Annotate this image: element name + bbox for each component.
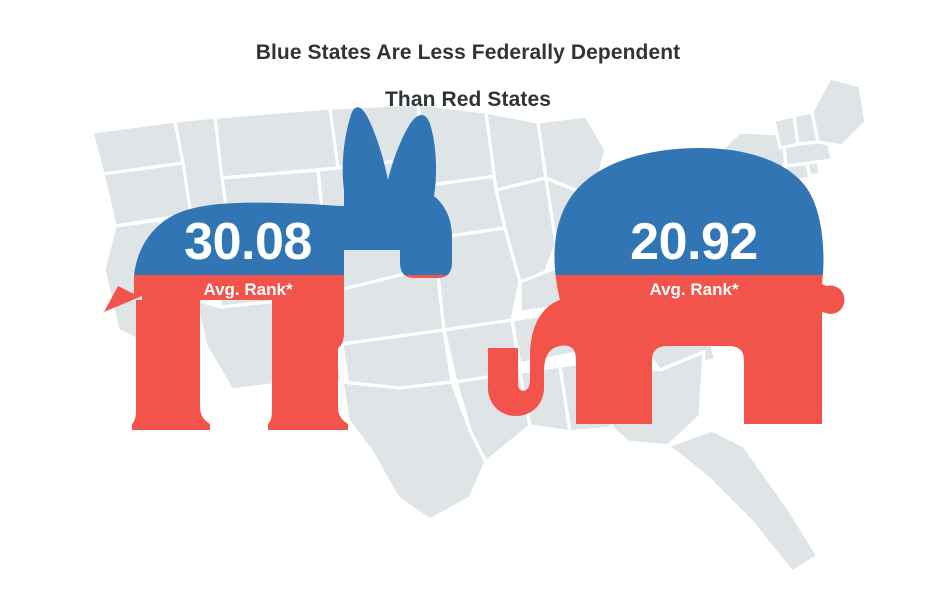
elephant-figure [488, 148, 845, 424]
title-block: Blue States Are Less Federally Dependent… [0, 0, 936, 111]
page-title-line-1: Blue States Are Less Federally Dependent [255, 41, 681, 64]
page-title-line-2: Than Red States [384, 88, 552, 112]
state-florida [666, 428, 820, 574]
donkey-figure [104, 107, 452, 430]
donkey-blue-half [104, 107, 452, 275]
donkey-legs-red [132, 300, 348, 430]
state-maine [810, 76, 868, 148]
elephant-blue-half [488, 148, 845, 275]
state-texas [340, 380, 488, 522]
elephant-red-half [488, 275, 845, 424]
